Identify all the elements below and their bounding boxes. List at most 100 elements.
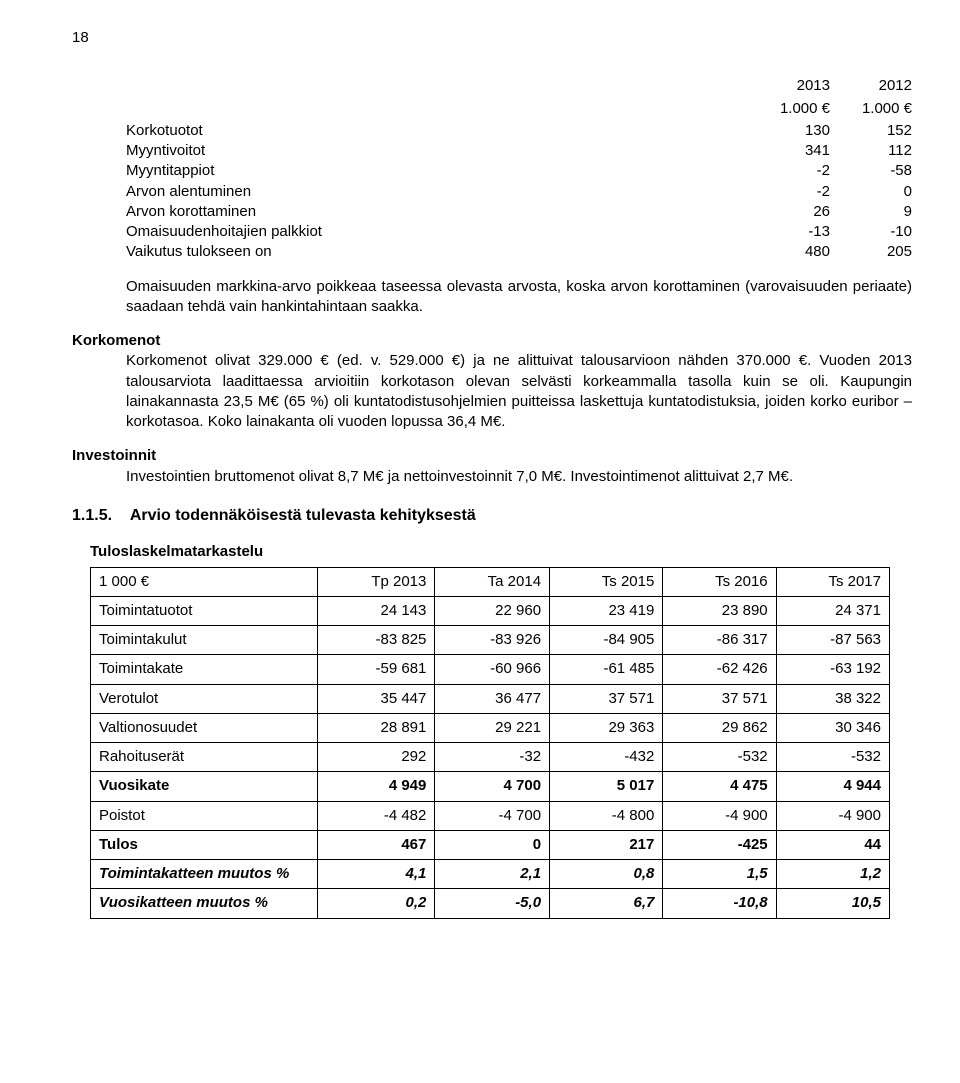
finance-value-2012: -58 [830,161,912,181]
table-row: Poistot-4 482-4 700-4 800-4 900-4 900 [91,801,890,830]
table-cell: -4 900 [776,801,889,830]
table-cell: 37 571 [663,684,776,713]
table-cell: 0,8 [550,860,663,889]
table-row: Tulos4670217-42544 [91,830,890,859]
table-title: Tuloslaskelmatarkastelu [90,542,912,562]
table-cell: 4 944 [776,772,889,801]
table-header-cell: Ts 2016 [663,567,776,596]
finance-label: Myyntitappiot [126,161,416,181]
finance-value-2013: 26 [748,202,830,222]
finance-row: Omaisuudenhoitajien palkkiot-13-10 [126,222,912,242]
table-cell: -4 900 [663,801,776,830]
table-cell: 217 [550,830,663,859]
table-cell: 22 960 [435,596,550,625]
finance-value-2012: 9 [830,202,912,222]
finance-row: Myyntitappiot-2-58 [126,161,912,181]
table-cell: -60 966 [435,655,550,684]
table-row: Vuosikate4 9494 7005 0174 4754 944 [91,772,890,801]
finance-rows: Korkotuotot130152Myyntivoitot341112Myynt… [72,121,912,263]
table-cell: -87 563 [776,626,889,655]
table-cell: 1,2 [776,860,889,889]
table-header-cell: Ts 2017 [776,567,889,596]
table-header-cell: 1 000 € [91,567,318,596]
table-cell: Valtionosuudet [91,713,318,742]
section-1-1-5-heading: 1.1.5. Arvio todennäköisestä tulevasta k… [72,505,912,527]
table-cell: 4,1 [318,860,435,889]
table-cell: -61 485 [550,655,663,684]
table-cell: 292 [318,743,435,772]
table-cell: -83 825 [318,626,435,655]
finance-value-2013: 341 [748,141,830,161]
table-cell: Toimintatuotot [91,596,318,625]
table-cell: -4 482 [318,801,435,830]
table-row: Valtionosuudet28 89129 22129 36329 86230… [91,713,890,742]
table-row: Rahoituserät292-32-432-532-532 [91,743,890,772]
table-cell: 5 017 [550,772,663,801]
finance-value-2013: 480 [748,242,830,262]
section-number: 1.1.5. [72,505,126,527]
year-1: 2013 [748,76,830,96]
table-cell: Toimintakulut [91,626,318,655]
finance-label: Arvon alentuminen [126,182,416,202]
table-cell: 35 447 [318,684,435,713]
table-cell: -83 926 [435,626,550,655]
table-cell: 24 143 [318,596,435,625]
table-cell: -425 [663,830,776,859]
finance-row: Arvon alentuminen -20 [126,182,912,202]
finance-value-2013: 130 [748,121,830,141]
table-cell: 28 891 [318,713,435,742]
finance-value-2013: -2 [748,182,830,202]
table-row: Toimintakatteen muutos %4,12,10,81,51,2 [91,860,890,889]
table-cell: 38 322 [776,684,889,713]
thousands-1: 1.000 € [748,99,830,119]
table-cell: 0,2 [318,889,435,918]
table-cell: Toimintakatteen muutos % [91,860,318,889]
investoinnit-header: Investoinnit [72,446,912,466]
table-cell: 4 475 [663,772,776,801]
finance-row: Arvon korottaminen 269 [126,202,912,222]
finance-value-2012: 205 [830,242,912,262]
table-cell: 10,5 [776,889,889,918]
page-number: 18 [72,28,912,48]
table-cell: 6,7 [550,889,663,918]
table-cell: 4 700 [435,772,550,801]
table-cell: 29 221 [435,713,550,742]
table-cell: -63 192 [776,655,889,684]
korkomenot-paragraph: Korkomenot olivat 329.000 € (ed. v. 529.… [126,351,912,432]
table-cell: Verotulot [91,684,318,713]
year-2: 2012 [830,76,912,96]
table-cell: 29 862 [663,713,776,742]
table-row: Toimintatuotot24 14322 96023 41923 89024… [91,596,890,625]
table-cell: 4 949 [318,772,435,801]
table-cell: -4 800 [550,801,663,830]
table-cell: 30 346 [776,713,889,742]
finance-label: Arvon korottaminen [126,202,416,222]
table-cell: 2,1 [435,860,550,889]
table-cell: 29 363 [550,713,663,742]
table-row: Toimintakate-59 681-60 966-61 485-62 426… [91,655,890,684]
table-cell: -59 681 [318,655,435,684]
finance-row: Vaikutus tulokseen on 480205 [126,242,912,262]
table-cell: -86 317 [663,626,776,655]
table-row: Verotulot35 44736 47737 57137 57138 322 [91,684,890,713]
table-header-cell: Tp 2013 [318,567,435,596]
table-cell: Poistot [91,801,318,830]
table-cell: 0 [435,830,550,859]
table-cell: 37 571 [550,684,663,713]
finance-value-2012: 112 [830,141,912,161]
table-cell: Vuosikatteen muutos % [91,889,318,918]
table-cell: -62 426 [663,655,776,684]
finance-label: Myyntivoitot [126,141,416,161]
table-cell: Tulos [91,830,318,859]
finance-value-2012: -10 [830,222,912,242]
section-title: Arvio todennäköisestä tulevasta kehityks… [130,507,476,524]
table-cell: 44 [776,830,889,859]
table-cell: Vuosikate [91,772,318,801]
table-cell: 467 [318,830,435,859]
thousands-row: 1.000 € 1.000 € [126,99,912,119]
table-header-cell: Ta 2014 [435,567,550,596]
finance-label: Vaikutus tulokseen on [126,242,416,262]
finance-value-2012: 0 [830,182,912,202]
table-cell: -532 [663,743,776,772]
table-cell: Toimintakate [91,655,318,684]
